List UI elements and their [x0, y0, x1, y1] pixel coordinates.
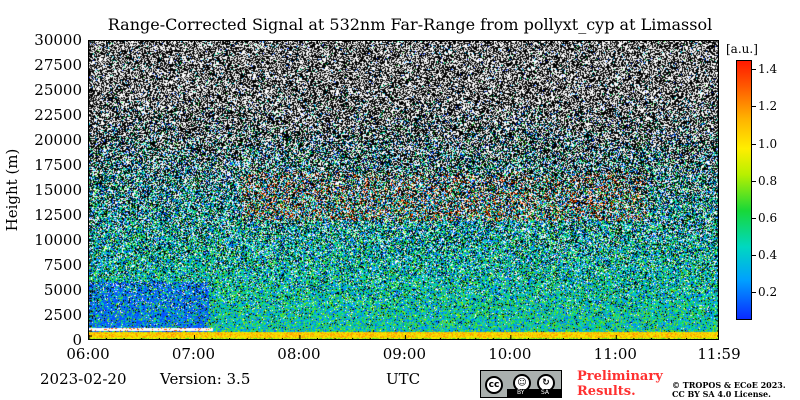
axis-tick-marks — [89, 41, 718, 339]
colorbar-tick-mark — [752, 143, 756, 145]
y-tick-label: 7500 — [43, 256, 82, 274]
y-tick-label: 20000 — [34, 131, 82, 149]
colorbar-tick-mark — [752, 217, 756, 219]
y-tick-label: 10000 — [34, 231, 82, 249]
copyright-line-2: CC BY SA 4.0 License. — [672, 389, 771, 399]
chart-title: Range-Corrected Signal at 532nm Far-Rang… — [107, 15, 713, 34]
copyright-note: © TROPOS & ECoE 2023. CC BY SA 4.0 Licen… — [672, 381, 786, 399]
x-tick-label: 06:00 — [66, 345, 110, 363]
colorbar-tick-mark — [752, 292, 756, 294]
colorbar-tick-mark — [752, 106, 756, 108]
y-tick-label: 15000 — [34, 181, 82, 199]
colorbar-tick-label: 1.4 — [758, 62, 778, 77]
y-tick-label: 12500 — [34, 206, 82, 224]
y-tick-label: 2500 — [43, 306, 82, 324]
y-tick-label: 0 — [72, 331, 82, 349]
colorbar-tick-mark — [752, 180, 756, 182]
copyright-line-1: © TROPOS & ECoE 2023. — [672, 380, 786, 390]
colorbar-tick-label: 0.4 — [758, 248, 778, 262]
cc-license-icon: cc — [485, 376, 503, 394]
colorbar-tick-label: 0.8 — [758, 173, 778, 188]
colorbar-tick-label: 1.0 — [758, 136, 778, 151]
colorbar-tick-label: 1.2 — [758, 99, 778, 114]
x-tick-label: 10:00 — [488, 345, 532, 363]
y-axis-label: Height (m) — [3, 148, 21, 232]
x-tick-label: 11:00 — [593, 345, 637, 363]
x-tick-label: 08:00 — [277, 345, 321, 363]
x-axis-label: UTC — [386, 370, 421, 388]
heatmap-plot-area — [88, 40, 719, 340]
preliminary-results-note: Preliminary Results. — [577, 369, 663, 399]
colorbar-tick-mark — [752, 255, 756, 256]
cc-license-badge: cc ☺ ↻ BY SA — [480, 370, 562, 398]
preliminary-line-2: Results. — [577, 384, 636, 399]
license-band: BY SA — [507, 389, 562, 397]
colorbar-tick-label: 0.6 — [758, 210, 778, 225]
colorbar-unit: [a.u.] — [726, 42, 758, 56]
x-tick-label: 07:00 — [171, 345, 216, 363]
y-tick-label: 17500 — [34, 156, 82, 174]
x-tick-label: 11:59 — [697, 345, 741, 363]
x-tick-label: 09:00 — [382, 345, 426, 363]
y-tick-label: 27500 — [34, 56, 82, 74]
colorbar-tick-mark — [752, 69, 756, 71]
colorbar-tick-label: 0.2 — [758, 285, 778, 300]
preliminary-line-1: Preliminary — [577, 369, 663, 384]
y-tick-label: 25000 — [34, 81, 82, 99]
colorbar — [736, 60, 752, 320]
y-tick-label: 5000 — [43, 281, 82, 299]
license-by-label: BY — [517, 389, 525, 396]
date-label: 2023-02-20 — [40, 370, 127, 388]
version-label: Version: 3.5 — [160, 370, 251, 388]
heatmap-canvas — [89, 41, 718, 339]
y-tick-label: 30000 — [34, 31, 82, 49]
y-tick-label: 22500 — [34, 106, 82, 124]
license-sa-label: SA — [541, 389, 550, 396]
